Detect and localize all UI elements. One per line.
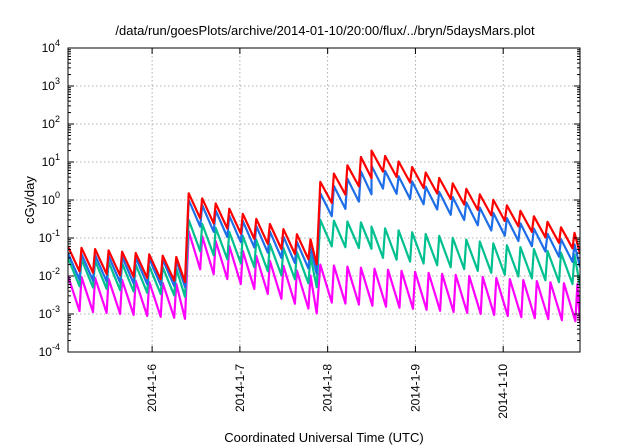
y-tick-label: 103: [42, 76, 60, 93]
x-axis-label: Coordinated Universal Time (UTC): [224, 430, 423, 445]
y-axis-label: cGy/day: [22, 176, 37, 224]
series-line-4: [68, 149, 580, 284]
series-line-3: [68, 164, 580, 288]
x-tick-label: 2014-1-8: [321, 364, 335, 412]
plot-area: [68, 149, 580, 323]
x-tick-label: 2014-1-9: [408, 364, 422, 412]
y-tick-labels: 10-4 10-3 10-2 10-1 100 101 102 103 104: [39, 38, 60, 359]
y-tick-label: 101: [42, 152, 60, 169]
series-line-2: [68, 218, 580, 298]
series-line-1: [68, 230, 580, 323]
y-tick-label: 10-1: [39, 228, 60, 245]
y-tick-label: 104: [42, 38, 60, 55]
y-tick-label: 10-2: [39, 266, 60, 283]
x-tick-label: 2014-1-6: [145, 364, 159, 412]
y-tick-label: 10-4: [39, 342, 60, 359]
x-tick-label: 2014-1-7: [233, 364, 247, 412]
x-tick-labels: 2014-1-6 2014-1-7 2014-1-8 2014-1-9 2014-1-1…: [145, 364, 510, 419]
plot-frame: [67, 47, 581, 353]
x-tick-label: 2014-1-10: [496, 364, 510, 419]
y-tick-label: 100: [42, 190, 60, 207]
chart-title: /data/run/goesPlots/archive/2014-01-10/2…: [115, 23, 535, 38]
y-tick-label: 10-3: [39, 304, 60, 321]
y-tick-label: 102: [42, 114, 60, 131]
